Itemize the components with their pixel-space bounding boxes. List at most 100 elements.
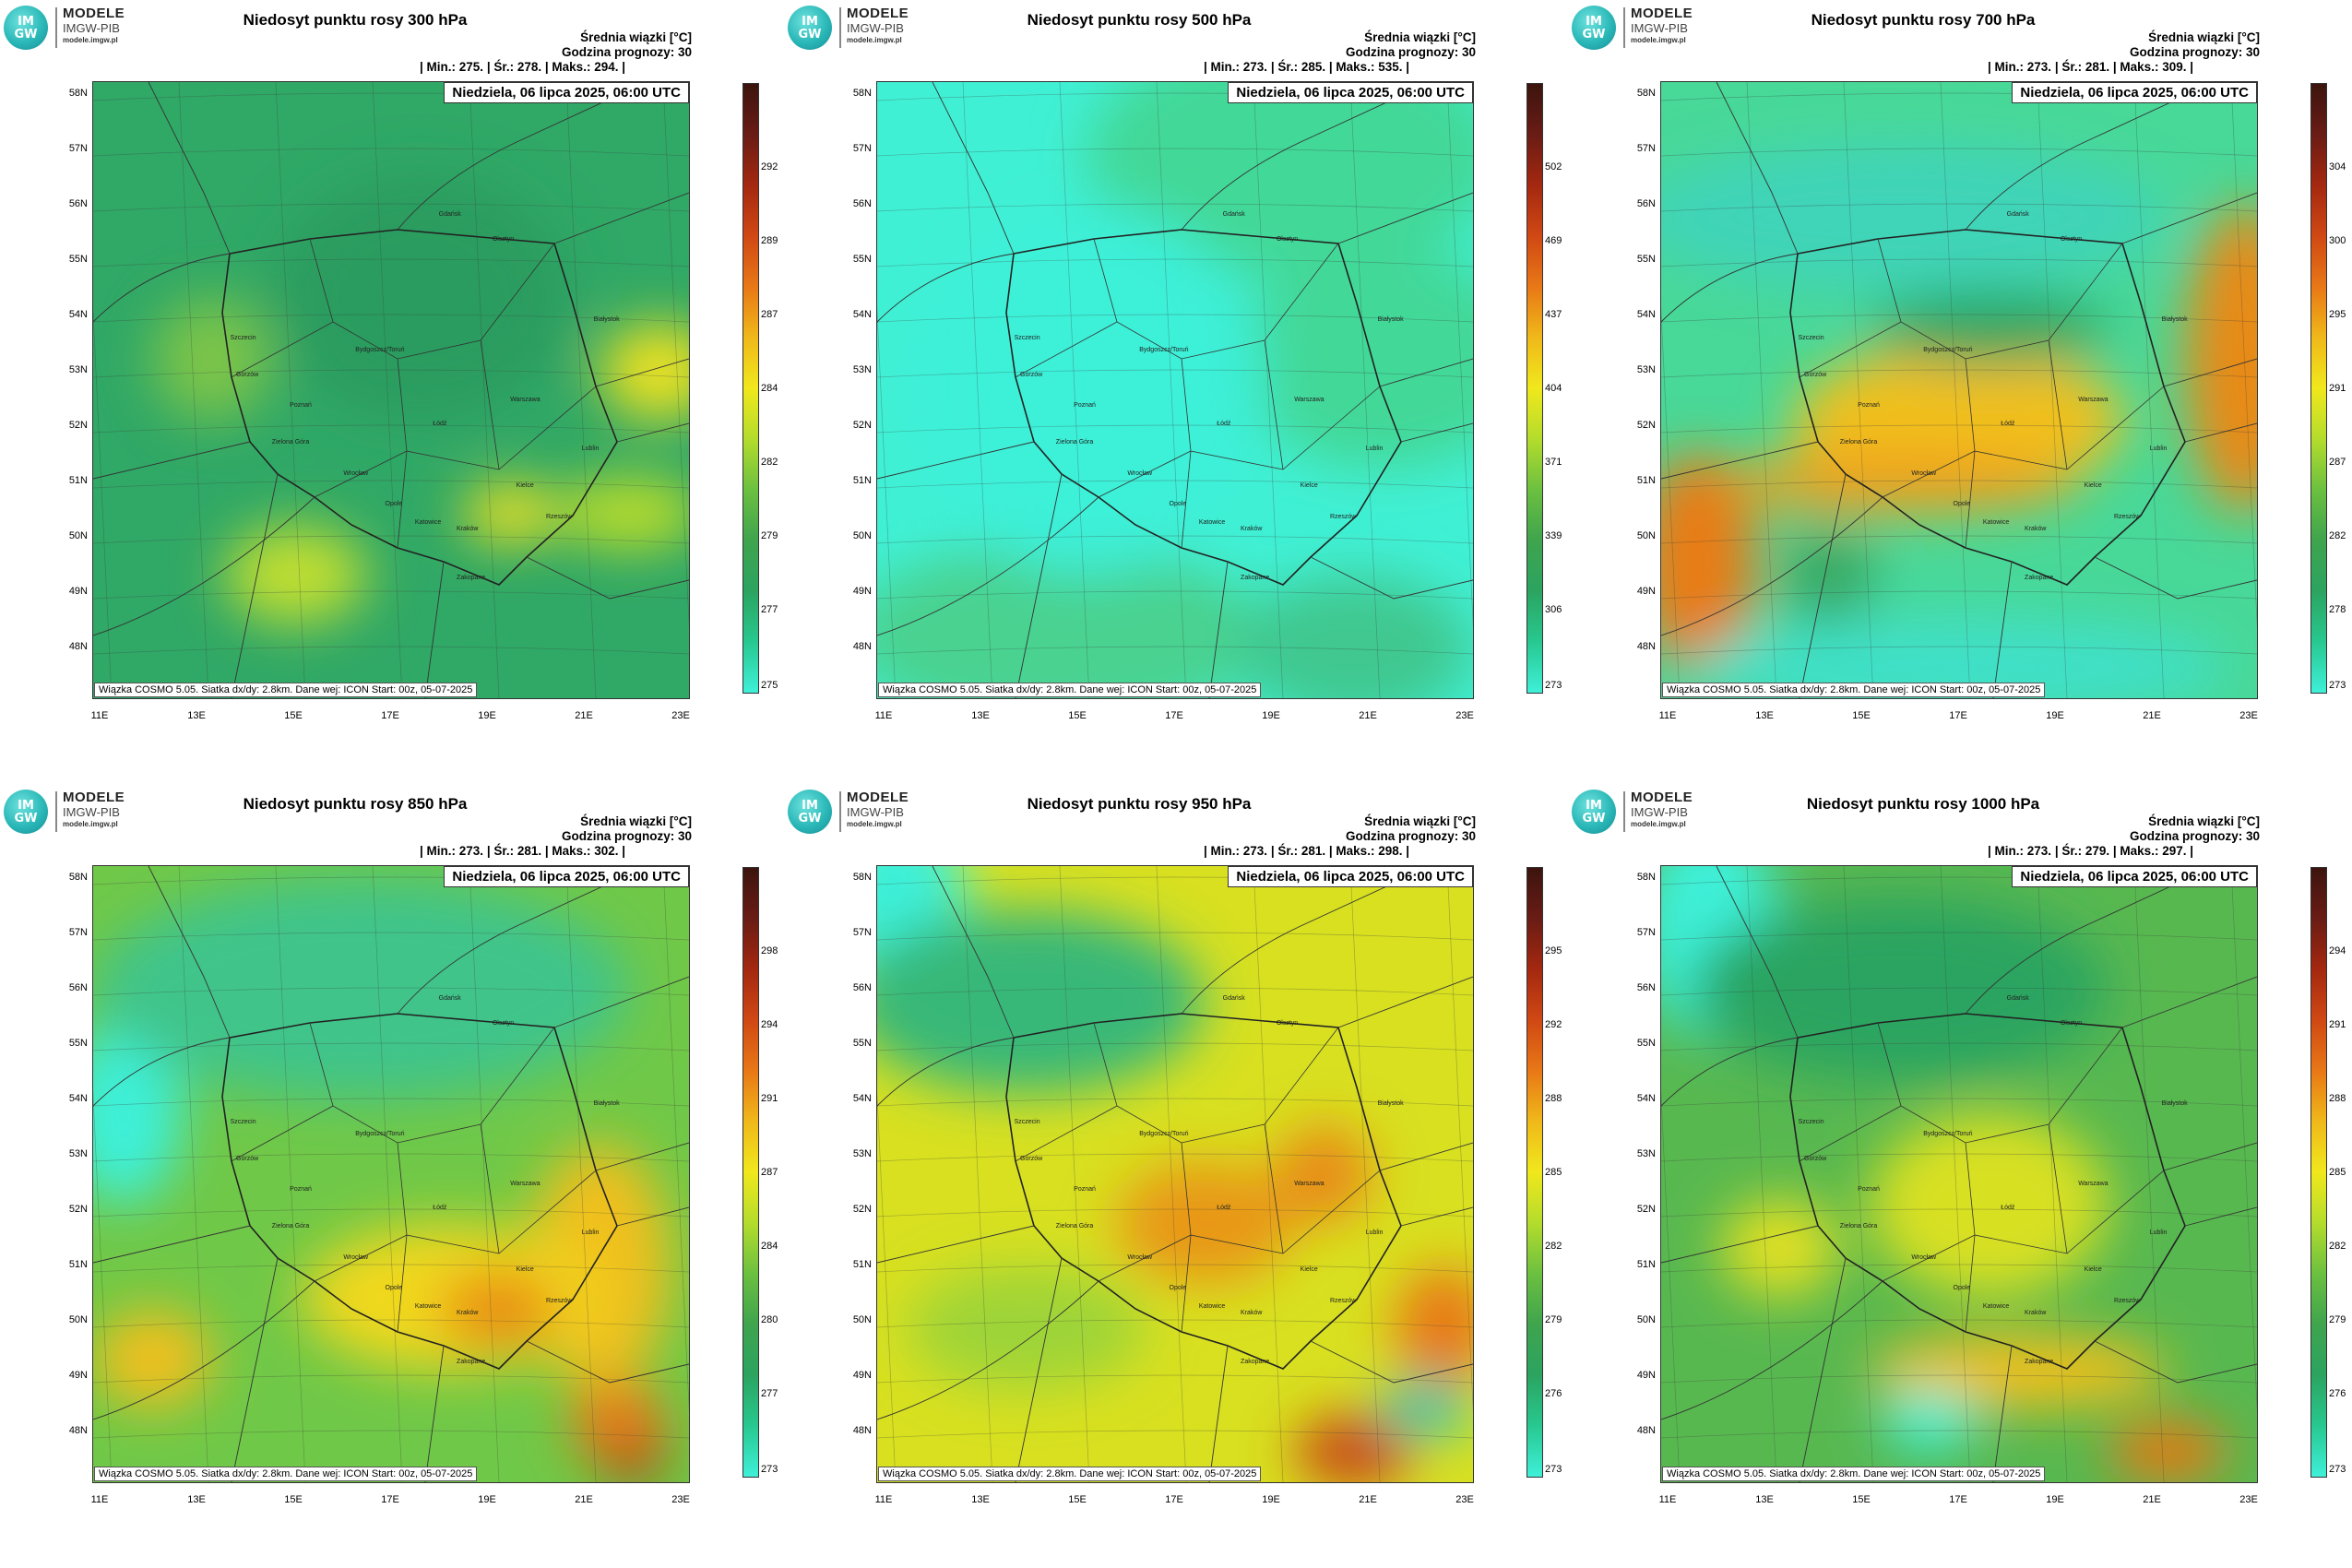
longitude-tick-label: 21E bbox=[1359, 1494, 1377, 1505]
neighbour-border bbox=[1661, 441, 1819, 480]
stat-avg: 281. bbox=[517, 844, 542, 858]
latitude-tick-label: 48N bbox=[1636, 641, 1656, 652]
forecast-map: Gdańsk Olsztyn Szczecin Bydgoszcz/Toruń Biał… bbox=[1660, 81, 2258, 699]
city-label: Zielona Góra bbox=[271, 439, 310, 446]
colorbar-tick-label: 306 bbox=[1545, 604, 1562, 615]
city-label: Białystok bbox=[593, 1099, 620, 1107]
neighbour-border bbox=[148, 82, 231, 255]
region-border bbox=[1965, 450, 1976, 549]
field-region bbox=[1115, 1161, 1295, 1286]
logo-mark-top: IM bbox=[18, 15, 34, 29]
neighbour-border bbox=[1181, 866, 1431, 1015]
longitude-line bbox=[565, 82, 597, 698]
city-label: Opole bbox=[385, 501, 403, 508]
latitude-tick-label: 48N bbox=[68, 641, 88, 652]
city-label: Zakopane bbox=[2025, 1359, 2054, 1366]
city-label: Wrocław bbox=[1911, 469, 1937, 477]
city-label: Kielce bbox=[2084, 482, 2102, 490]
longitude-tick-label: 13E bbox=[971, 710, 990, 721]
latitude-tick-label: 57N bbox=[852, 927, 872, 938]
region-border bbox=[1965, 358, 2165, 470]
longitude-line bbox=[662, 866, 689, 1412]
field-region bbox=[1294, 1414, 1414, 1482]
city-label: Białystok bbox=[2161, 315, 2188, 323]
latitude-tick-label: 54N bbox=[852, 309, 872, 320]
city-label: Olsztyn bbox=[492, 236, 515, 243]
longitude-tick-label: 19E bbox=[2046, 710, 2064, 721]
longitude-line bbox=[2037, 866, 2068, 1482]
latitude-tick-label: 58N bbox=[68, 88, 88, 99]
longitude-line bbox=[1940, 82, 1971, 698]
units-label: Średnia wiązki [°C] bbox=[2148, 30, 2260, 44]
logo-line1: MODELE bbox=[1631, 790, 1693, 805]
logo-url: modele.imgw.pl bbox=[1631, 820, 1686, 828]
longitude-tick-label: 21E bbox=[2143, 710, 2161, 721]
neighbour-border bbox=[932, 866, 1015, 1039]
city-label: Kielce bbox=[2084, 1266, 2102, 1274]
latitude-tick-label: 50N bbox=[1636, 530, 1656, 541]
latitude-line bbox=[877, 480, 1473, 489]
neighbour-border bbox=[1661, 496, 1883, 636]
logo-line1: MODELE bbox=[847, 6, 909, 21]
model-footer: Wiązka COSMO 5.05. Siatka dx/dy: 2.8km. … bbox=[878, 1467, 1262, 1481]
latitude-tick-label: 53N bbox=[1636, 1148, 1656, 1159]
logo-line1: MODELE bbox=[63, 790, 125, 805]
city-label: Gdańsk bbox=[438, 211, 461, 219]
colorbar-tick-label: 273 bbox=[1545, 1464, 1562, 1475]
stats-separator: | bbox=[2186, 844, 2193, 858]
longitude-line bbox=[178, 82, 209, 698]
colorbar-tick-label: 294 bbox=[2329, 945, 2346, 956]
longitude-tick-label: 23E bbox=[1455, 1494, 1474, 1505]
city-label: Opole bbox=[1169, 501, 1187, 508]
stats-separator: | Min.: bbox=[1988, 60, 2027, 74]
region-border bbox=[2048, 339, 2068, 470]
logo-url: modele.imgw.pl bbox=[63, 820, 118, 828]
latitude-tick-label: 52N bbox=[852, 1204, 872, 1215]
region-border bbox=[1181, 358, 1381, 470]
field-region bbox=[93, 878, 630, 1100]
stats-separator: | Maks.: bbox=[541, 60, 595, 74]
latitude-line bbox=[877, 1264, 1473, 1273]
latitude-line bbox=[877, 369, 1473, 378]
latitude-tick-label: 52N bbox=[68, 1204, 88, 1215]
latitude-tick-label: 49N bbox=[852, 1370, 872, 1381]
region-border bbox=[1015, 321, 1118, 378]
latitude-line bbox=[1661, 1208, 2257, 1218]
neighbour-border bbox=[2163, 1142, 2257, 1171]
neighbour-border bbox=[2094, 1340, 2257, 1384]
longitude-tick-label: 11E bbox=[874, 1494, 893, 1505]
stat-min: 273. bbox=[1242, 60, 1268, 74]
neighbour-border bbox=[595, 358, 689, 387]
latitude-line bbox=[877, 1042, 1473, 1051]
logo-mark-bottom: GW bbox=[1582, 812, 1606, 826]
neighbour-border bbox=[1379, 1142, 1473, 1171]
city-label: Poznań bbox=[290, 1186, 312, 1194]
field-region bbox=[1691, 618, 2227, 698]
city-label: Olsztyn bbox=[2060, 1020, 2083, 1027]
city-label: Zakopane bbox=[1241, 1359, 1270, 1366]
neighbour-border bbox=[1337, 976, 1473, 1028]
latitude-tick-label: 50N bbox=[68, 530, 88, 541]
latitude-tick-label: 56N bbox=[68, 982, 88, 993]
field-region bbox=[877, 909, 1206, 1095]
stat-min: 273. bbox=[2026, 60, 2052, 74]
latitude-line bbox=[1661, 203, 2257, 212]
longitude-line bbox=[93, 306, 113, 698]
longitude-tick-label: 17E bbox=[1949, 710, 1967, 721]
colorbar-tick-label: 304 bbox=[2329, 161, 2346, 172]
neighbour-border bbox=[93, 496, 315, 636]
stat-max: 309. bbox=[2162, 60, 2187, 74]
city-label: Łódź bbox=[2001, 1205, 2015, 1212]
latitude-line bbox=[93, 1264, 689, 1273]
city-label: Rzeszów bbox=[1329, 1297, 1357, 1304]
city-label: Gorzów bbox=[236, 1155, 259, 1162]
imgw-logo: IM GW MODELE IMGW-PIB modele.imgw.pl bbox=[788, 790, 935, 834]
neighbour-border bbox=[1661, 1037, 1799, 1107]
region-border bbox=[480, 1123, 500, 1254]
city-label: Opole bbox=[1953, 1285, 1971, 1292]
latitude-tick-label: 51N bbox=[68, 1259, 88, 1270]
latitude-line bbox=[1661, 314, 2257, 323]
latitude-tick-label: 57N bbox=[1636, 143, 1656, 154]
country-border bbox=[1789, 1013, 2186, 1370]
longitude-tick-label: 23E bbox=[671, 710, 690, 721]
